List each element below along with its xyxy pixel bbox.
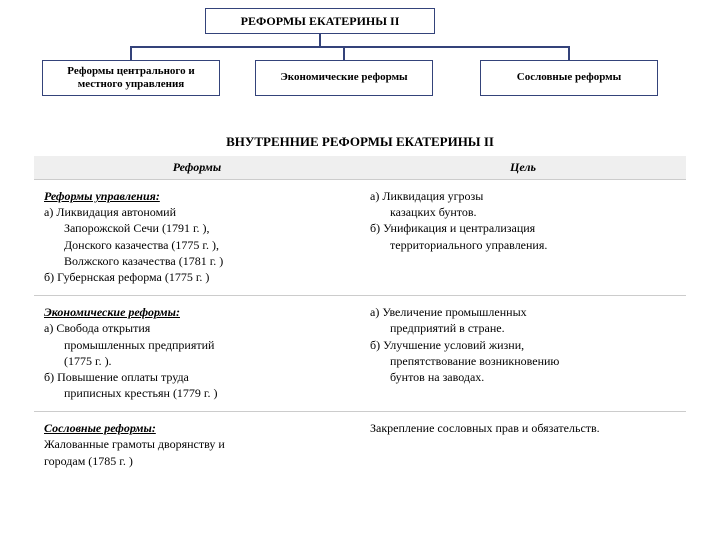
hierarchy-diagram: РЕФОРМЫ ЕКАТЕРИНЫ II Реформы центральног… bbox=[0, 0, 720, 130]
item-b-sub: препятствование возникновению bbox=[370, 353, 676, 369]
diagram-root: РЕФОРМЫ ЕКАТЕРИНЫ II bbox=[205, 8, 435, 34]
table-row: Экономические реформы: а) Свобода открыт… bbox=[34, 296, 686, 412]
item-a-sub: предприятий в стране. bbox=[370, 320, 676, 336]
connector bbox=[343, 46, 345, 60]
col-header-reforms: Реформы bbox=[34, 156, 360, 180]
item-b-sub: приписных крестьян (1779 г. ) bbox=[44, 385, 350, 401]
connector bbox=[130, 46, 568, 48]
cell-reforms-1: Реформы управления: а) Ликвидация автоно… bbox=[34, 180, 360, 296]
diagram-child-1: Реформы центрального и местного управлен… bbox=[42, 60, 220, 96]
item-b: б) Улучшение условий жизни, bbox=[370, 338, 524, 352]
item-text: городам (1785 г. ) bbox=[44, 454, 133, 468]
item-a: а) Ликвидация угрозы bbox=[370, 189, 483, 203]
reforms-table: Реформы Цель Реформы управления: а) Ликв… bbox=[34, 156, 686, 479]
item-a-sub: Донского казачества (1775 г. ), bbox=[44, 237, 350, 253]
item-a: а) Увеличение промышленных bbox=[370, 305, 527, 319]
row-title: Реформы управления: bbox=[44, 189, 160, 203]
cell-goal-2: а) Увеличение промышленных предприятий в… bbox=[360, 296, 686, 412]
item-b: б) Унификация и централизация bbox=[370, 221, 535, 235]
connector bbox=[130, 46, 132, 60]
item-a: а) Свобода открытия bbox=[44, 321, 150, 335]
col-header-goal: Цель bbox=[360, 156, 686, 180]
section-subtitle: ВНУТРЕННИЕ РЕФОРМЫ ЕКАТЕРИНЫ II bbox=[0, 134, 720, 150]
item-a: а) Ликвидация автономий bbox=[44, 205, 176, 219]
item-a-sub: Волжского казачества (1781 г. ) bbox=[44, 253, 350, 269]
item-b-sub: территориального управления. bbox=[370, 237, 676, 253]
item-b: б) Губернская реформа (1775 г. ) bbox=[44, 270, 209, 284]
item-text: Жалованные грамоты дворянству и bbox=[44, 437, 225, 451]
item-b: б) Повышение оплаты труда bbox=[44, 370, 189, 384]
table-row: Реформы управления: а) Ликвидация автоно… bbox=[34, 180, 686, 296]
item-a-sub: казацких бунтов. bbox=[370, 204, 676, 220]
item-text: Закрепление сословных прав и обязательст… bbox=[370, 421, 600, 435]
row-title: Сословные реформы: bbox=[44, 421, 156, 435]
cell-reforms-2: Экономические реформы: а) Свобода открыт… bbox=[34, 296, 360, 412]
item-a-sub: Запорожской Сечи (1791 г. ), bbox=[44, 220, 350, 236]
item-a-sub: промышленных предприятий bbox=[44, 337, 350, 353]
item-a-sub: (1775 г. ). bbox=[44, 353, 350, 369]
item-b-sub: бунтов на заводах. bbox=[370, 369, 676, 385]
cell-reforms-3: Сословные реформы: Жалованные грамоты дв… bbox=[34, 412, 360, 479]
diagram-child-3: Сословные реформы bbox=[480, 60, 658, 96]
row-title: Экономические реформы: bbox=[44, 305, 180, 319]
connector bbox=[319, 34, 321, 46]
cell-goal-1: а) Ликвидация угрозы казацких бунтов. б)… bbox=[360, 180, 686, 296]
table-header-row: Реформы Цель bbox=[34, 156, 686, 180]
diagram-child-2: Экономические реформы bbox=[255, 60, 433, 96]
table-row: Сословные реформы: Жалованные грамоты дв… bbox=[34, 412, 686, 479]
cell-goal-3: Закрепление сословных прав и обязательст… bbox=[360, 412, 686, 479]
connector bbox=[568, 46, 570, 60]
